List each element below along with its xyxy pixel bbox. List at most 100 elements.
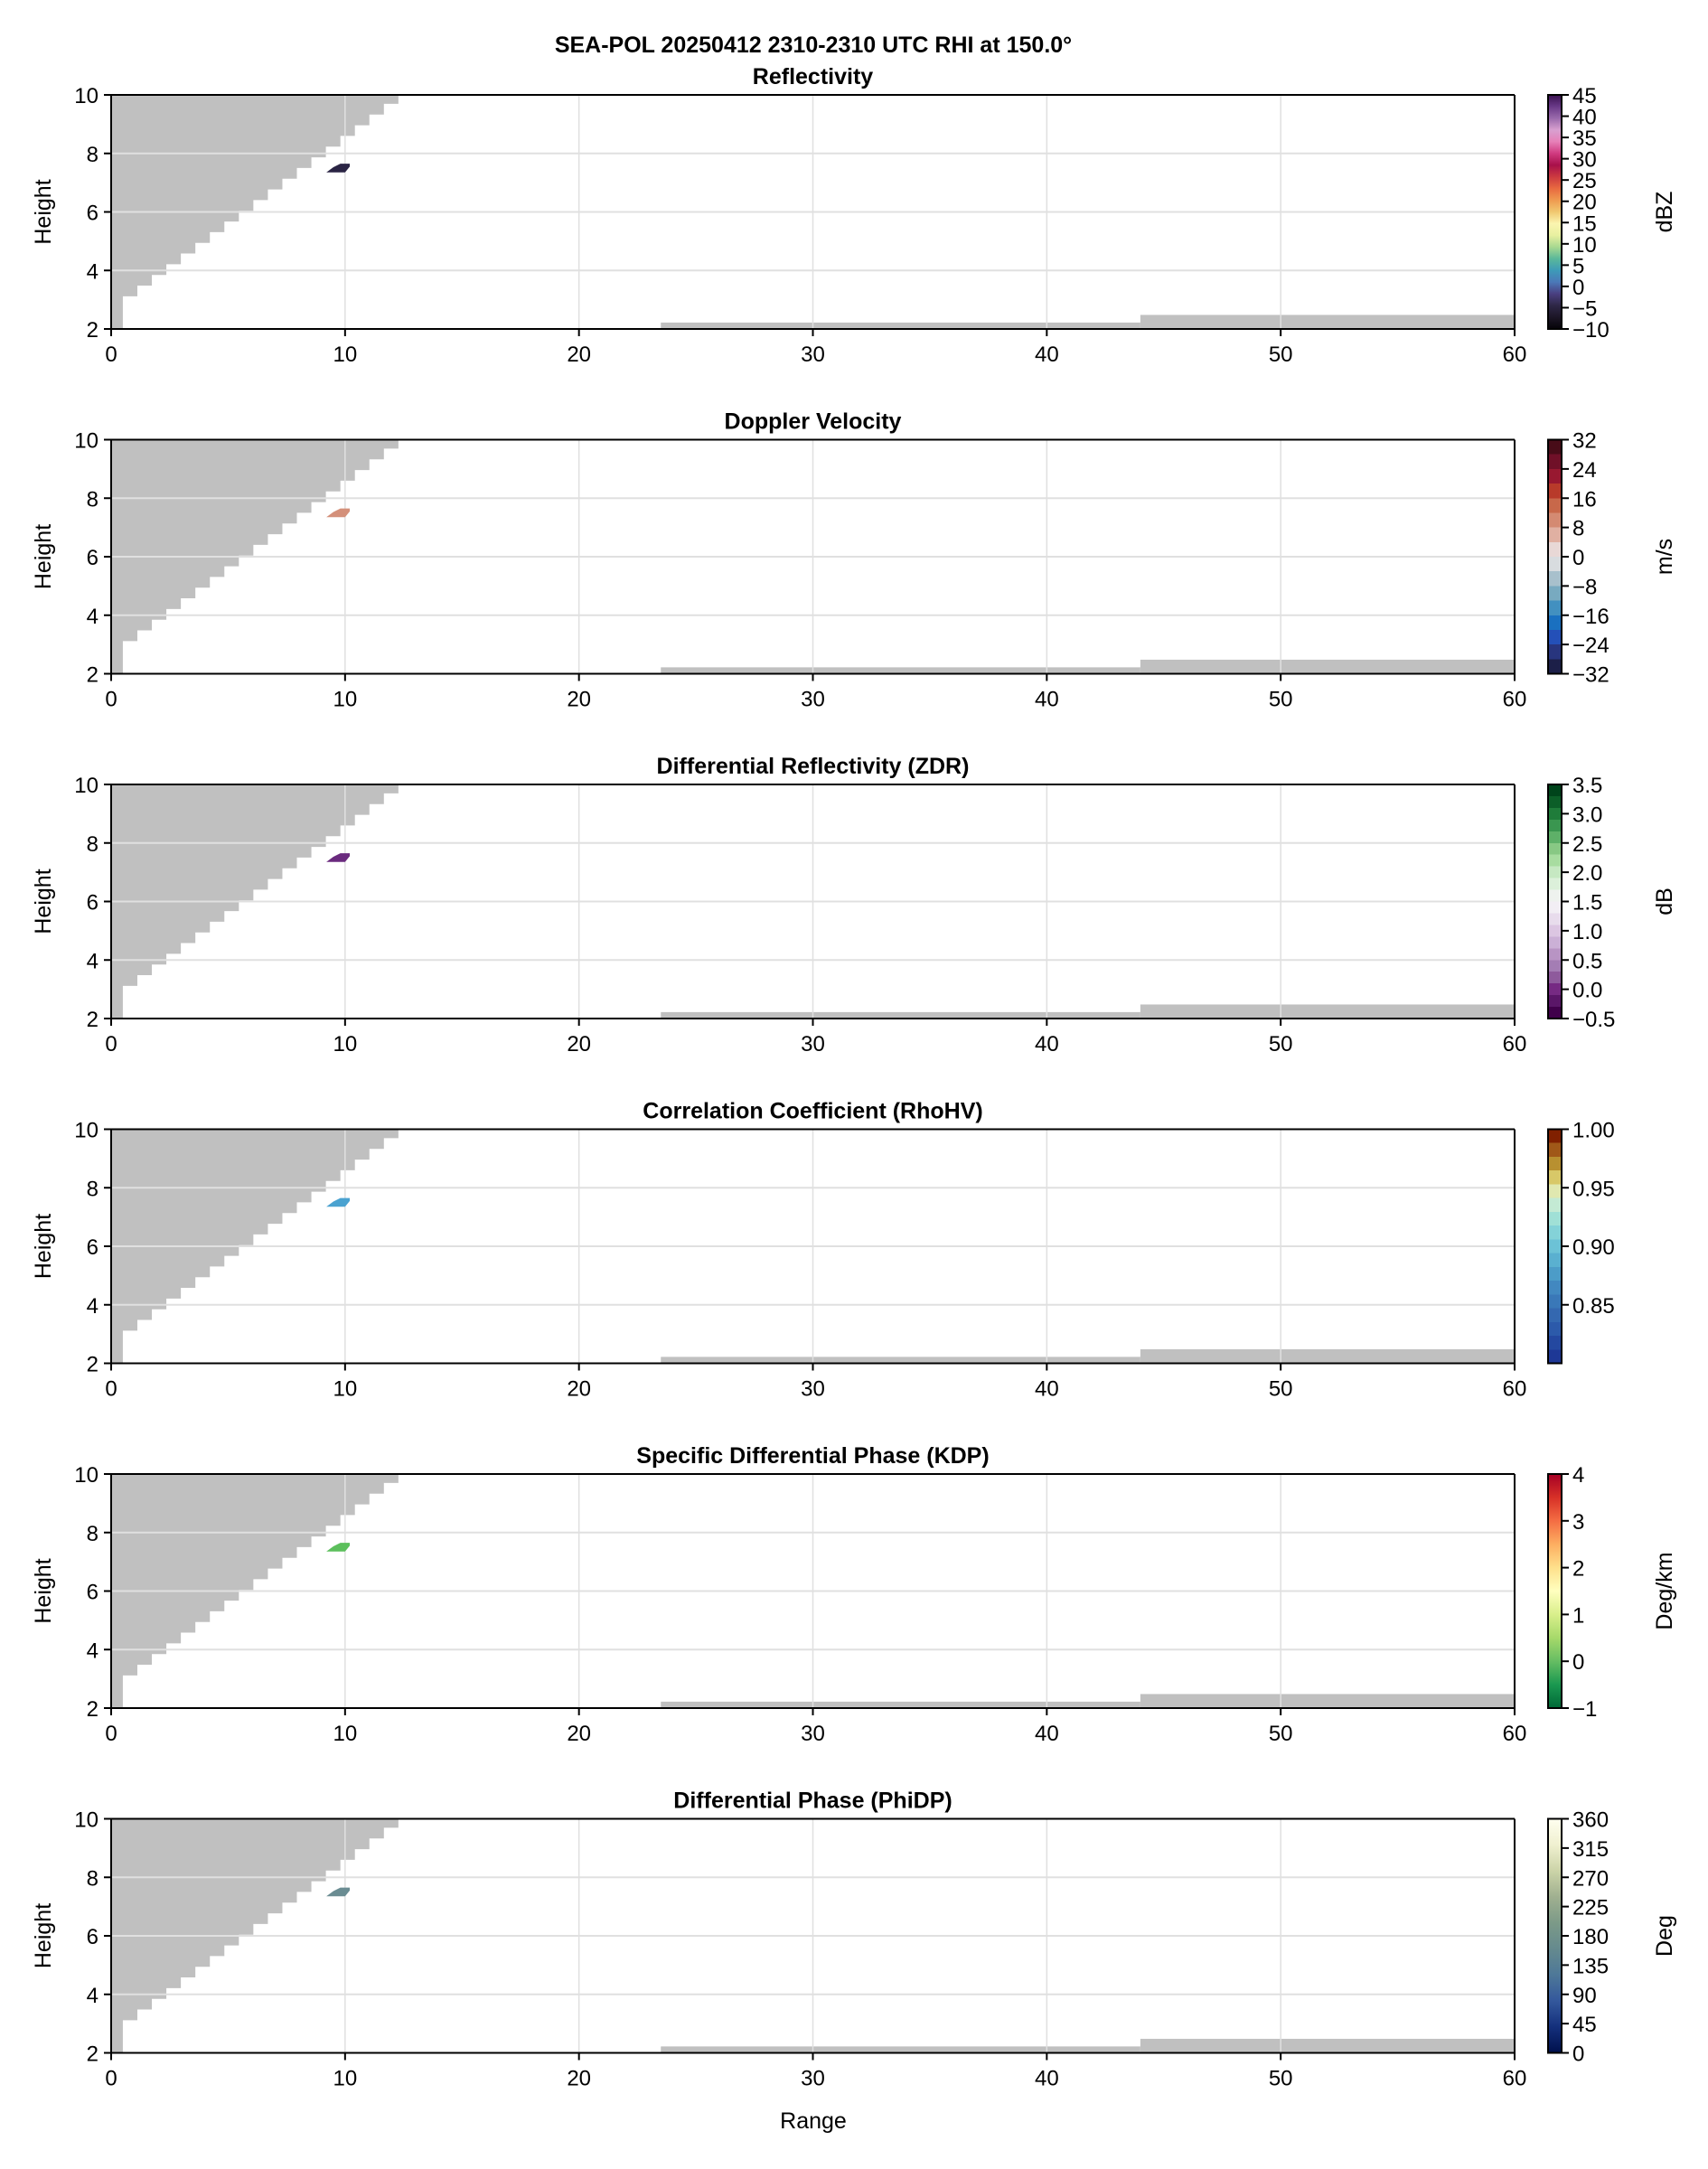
colorbar-tick-label: −24 bbox=[1572, 634, 1609, 658]
colorbar-tick-label: 1 bbox=[1572, 1603, 1584, 1628]
colorbar-tick-label: 2.0 bbox=[1572, 861, 1602, 886]
colorbar-tick-label: −10 bbox=[1572, 318, 1609, 343]
y-tick-label: 8 bbox=[87, 1522, 99, 1546]
x-tick-label: 40 bbox=[1035, 688, 1059, 712]
x-tick-label: 50 bbox=[1269, 343, 1293, 367]
y-axis-label: Height bbox=[31, 179, 56, 244]
y-tick-label: 6 bbox=[87, 546, 99, 570]
echo-patch bbox=[326, 1197, 351, 1207]
colorbar-tick-label: 10 bbox=[1572, 233, 1597, 258]
x-tick-label: 20 bbox=[567, 1722, 591, 1746]
colorbar-tick-label: 3.5 bbox=[1572, 774, 1602, 798]
y-tick-label: 4 bbox=[87, 259, 99, 284]
colorbar-tick-label: 40 bbox=[1572, 106, 1597, 130]
x-tick-label: 0 bbox=[105, 1032, 117, 1056]
colorbar-tick-label: 24 bbox=[1572, 458, 1597, 483]
x-tick-label: 40 bbox=[1035, 1377, 1059, 1402]
y-tick-label: 4 bbox=[87, 1294, 99, 1319]
colorbar-tick-label: −0.5 bbox=[1572, 1008, 1615, 1032]
colorbar-tick-label: 20 bbox=[1572, 191, 1597, 215]
x-tick-label: 60 bbox=[1503, 688, 1527, 712]
colorbar-tick-label: 5 bbox=[1572, 254, 1584, 278]
y-tick-label: 6 bbox=[87, 1925, 99, 1949]
x-tick-label: 60 bbox=[1503, 2067, 1527, 2091]
colorbar bbox=[1547, 438, 1563, 675]
x-tick-label: 0 bbox=[105, 1377, 117, 1402]
x-tick-label: 20 bbox=[567, 2067, 591, 2091]
x-tick-label: 50 bbox=[1269, 1722, 1293, 1746]
x-tick-label: 50 bbox=[1269, 2067, 1293, 2091]
colorbar-tick-label: 16 bbox=[1572, 487, 1597, 512]
x-tick-label: 40 bbox=[1035, 2067, 1059, 2091]
colorbar-label: Deg/km bbox=[1652, 1552, 1677, 1629]
colorbar-label: m/s bbox=[1652, 539, 1677, 575]
y-tick-label: 10 bbox=[74, 1119, 99, 1143]
x-tick-label: 0 bbox=[105, 2067, 117, 2091]
y-tick-label: 4 bbox=[87, 1984, 99, 2008]
ground-clutter-near bbox=[661, 2046, 1140, 2053]
x-tick-label: 0 bbox=[105, 343, 117, 367]
x-tick-label: 10 bbox=[333, 688, 357, 712]
x-tick-label: 40 bbox=[1035, 1032, 1059, 1056]
y-tick-label: 4 bbox=[87, 605, 99, 629]
y-tick-label: 10 bbox=[74, 429, 99, 454]
echo-patch bbox=[326, 508, 351, 518]
x-tick-label: 50 bbox=[1269, 1377, 1293, 1402]
colorbar bbox=[1547, 1473, 1563, 1709]
y-tick-label: 4 bbox=[87, 949, 99, 973]
colorbar-tick-label: 270 bbox=[1572, 1866, 1609, 1891]
colorbar-tick-label: 1.0 bbox=[1572, 920, 1602, 944]
colorbar-tick-label: 0.85 bbox=[1572, 1294, 1615, 1319]
x-tick-label: 10 bbox=[333, 1032, 357, 1056]
colorbar-tick-label: 0 bbox=[1572, 546, 1584, 570]
panel-title: Specific Differential Phase (KDP) bbox=[636, 1443, 989, 1469]
colorbar-tick-label: 0.95 bbox=[1572, 1177, 1615, 1201]
y-tick-label: 8 bbox=[87, 1866, 99, 1891]
panel-2: Differential Reflectivity (ZDR)0 10 20 30 40… bbox=[31, 754, 1677, 1056]
panel-title: Doppler Velocity bbox=[725, 409, 902, 435]
x-tick-label: 0 bbox=[105, 688, 117, 712]
x-tick-label: 10 bbox=[333, 1377, 357, 1402]
colorbar-tick-label: 45 bbox=[1572, 84, 1597, 108]
ground-clutter-far bbox=[1140, 1348, 1515, 1364]
panel-title: Differential Phase (PhiDP) bbox=[673, 1789, 952, 1814]
x-tick-label: 20 bbox=[567, 1032, 591, 1056]
y-tick-label: 8 bbox=[87, 832, 99, 857]
panel-3: Correlation Coefficient (RhoHV)0 10 20 30 40… bbox=[31, 1099, 1615, 1402]
colorbar-tick-label: 0 bbox=[1572, 2042, 1584, 2067]
x-tick-label: 20 bbox=[567, 688, 591, 712]
y-tick-label: 2 bbox=[87, 2042, 99, 2067]
ground-clutter-far bbox=[1140, 659, 1515, 674]
x-tick-label: 50 bbox=[1269, 1032, 1293, 1056]
x-tick-label: 10 bbox=[333, 1722, 357, 1746]
x-axis-label: Range bbox=[780, 2108, 847, 2134]
colorbar-tick-label: 180 bbox=[1572, 1925, 1609, 1949]
colorbar-tick-label: 90 bbox=[1572, 1984, 1597, 2008]
y-axis-label: Height bbox=[31, 1558, 56, 1623]
y-tick-label: 2 bbox=[87, 1697, 99, 1722]
y-tick-label: 2 bbox=[87, 318, 99, 343]
colorbar-tick-label: 0 bbox=[1572, 276, 1584, 300]
x-tick-label: 30 bbox=[801, 343, 825, 367]
x-tick-label: 60 bbox=[1503, 1032, 1527, 1056]
x-tick-label: 60 bbox=[1503, 1722, 1527, 1746]
colorbar-tick-label: 225 bbox=[1572, 1896, 1609, 1920]
x-tick-label: 30 bbox=[801, 1377, 825, 1402]
x-tick-label: 30 bbox=[801, 1722, 825, 1746]
y-axis-label: Height bbox=[31, 524, 56, 589]
x-tick-label: 10 bbox=[333, 343, 357, 367]
colorbar-tick-label: 0.5 bbox=[1572, 949, 1602, 973]
y-tick-label: 4 bbox=[87, 1638, 99, 1663]
colorbar-tick-label: 315 bbox=[1572, 1837, 1609, 1862]
panel-4: Specific Differential Phase (KDP)0 10 20 30… bbox=[31, 1443, 1677, 1746]
y-tick-label: 6 bbox=[87, 891, 99, 915]
y-axis-label: Height bbox=[31, 1214, 56, 1279]
ground-clutter-far bbox=[1140, 315, 1515, 329]
echo-patch bbox=[326, 1887, 351, 1897]
colorbar-label: Deg bbox=[1652, 1915, 1677, 1957]
x-tick-label: 40 bbox=[1035, 343, 1059, 367]
y-tick-label: 6 bbox=[87, 1581, 99, 1605]
